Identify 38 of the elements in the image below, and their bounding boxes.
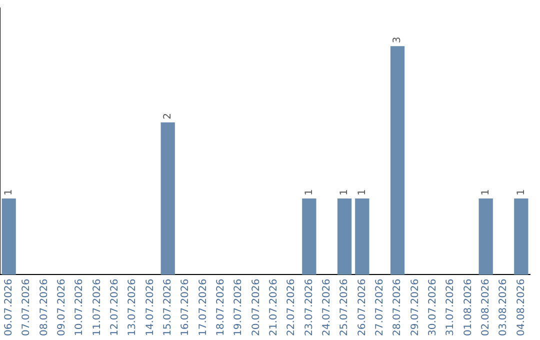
x-tick-label: 20.07.2026	[250, 278, 262, 336]
data-label: 3	[392, 36, 404, 44]
x-tick-label: 11.07.2026	[92, 278, 103, 336]
x-tick-label: 27.07.2026	[374, 278, 386, 336]
x-tick-label: 25.07.2026	[339, 278, 350, 336]
x-tick-label: 09.07.2026	[56, 278, 68, 336]
x-tick-label: 24.07.2026	[321, 278, 332, 336]
data-label: 1	[480, 189, 492, 196]
x-tick-label: 21.07.2026	[268, 278, 280, 336]
data-label: 2	[162, 112, 174, 120]
x-tick-label: 10.07.2026	[74, 278, 86, 336]
data-label: 1	[516, 189, 527, 196]
x-tick-label: 31.07.2026	[445, 278, 456, 336]
x-tick-label: 01.08.2026	[462, 278, 474, 336]
x-tick-label: 28.07.2026	[392, 278, 404, 336]
x-tick-label: 07.07.2026	[21, 278, 32, 336]
x-tick-label: 06.07.2026	[3, 278, 14, 336]
x-tick-label: 17.07.2026	[198, 278, 209, 336]
x-tick-label: 12.07.2026	[109, 278, 120, 336]
x-tick-label: 29.07.2026	[410, 278, 421, 336]
x-tick-label: 26.07.2026	[356, 278, 368, 336]
x-tick-label: 02.08.2026	[480, 278, 492, 336]
x-tick-label: 14.07.2026	[144, 278, 156, 336]
x-tick-label: 13.07.2026	[127, 278, 138, 336]
data-label: 1	[304, 189, 315, 196]
x-tick-label: 30.07.2026	[427, 278, 438, 336]
data-label: 1	[339, 189, 350, 196]
x-tick-label: 08.07.2026	[38, 278, 50, 336]
data-label: 1	[356, 189, 368, 196]
x-tick-label: 18.07.2026	[215, 278, 226, 336]
x-tick-label: 19.07.2026	[233, 278, 244, 336]
x-tick-label: 03.08.2026	[498, 278, 510, 336]
x-tick-label: 22.07.2026	[286, 278, 298, 336]
x-tick-label: 16.07.2026	[180, 278, 192, 336]
x-tick-label: 15.07.2026	[162, 278, 174, 336]
x-tick-label: 04.08.2026	[516, 278, 527, 336]
data-label: 1	[3, 189, 14, 196]
x-tick-label: 23.07.2026	[304, 278, 315, 336]
